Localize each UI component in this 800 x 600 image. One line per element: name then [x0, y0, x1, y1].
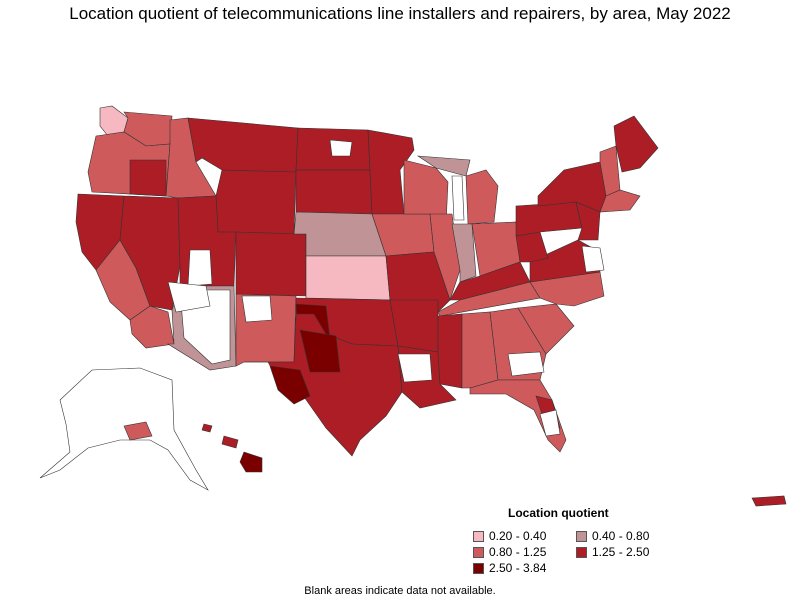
region-texas-central[interactable] [269, 365, 311, 405]
region-south-carolina[interactable] [517, 303, 575, 355]
region-kansas[interactable] [305, 255, 391, 301]
legend-title: Location quotient [508, 506, 609, 520]
region-washington-west[interactable] [99, 105, 129, 137]
legend-item-3: 1.25 - 2.50 [576, 545, 649, 559]
legend-label: 0.80 - 1.25 [489, 545, 547, 559]
region-south-dakota[interactable] [295, 169, 373, 215]
region-blank-fl-keys [539, 409, 561, 437]
legend-item-1: 0.40 - 0.80 [576, 529, 649, 543]
region-blank-az-north [167, 281, 211, 313]
region-mid-atlantic[interactable] [575, 201, 601, 241]
region-colorado[interactable] [235, 231, 307, 297]
region-west-virginia[interactable] [515, 231, 549, 263]
region-alaska-anchorage[interactable] [123, 421, 153, 441]
legend-swatch [473, 530, 484, 542]
region-puerto-rico[interactable] [751, 495, 787, 507]
region-wyoming[interactable] [215, 169, 297, 235]
region-oregon-east[interactable] [129, 159, 167, 197]
legend-swatch [576, 530, 587, 542]
region-hawaii-maui[interactable] [221, 435, 239, 449]
region-blank-va-coast [581, 245, 605, 273]
region-missouri[interactable] [385, 251, 451, 313]
region-illinois[interactable] [429, 213, 461, 301]
region-blank-utah-east [187, 249, 213, 287]
region-minnesota[interactable] [367, 129, 415, 215]
legend-label: 0.40 - 0.80 [592, 529, 650, 543]
region-blank-mississippi-delta [397, 353, 433, 383]
legend-label: 0.20 - 0.40 [489, 529, 547, 543]
legend-item-4: 2.50 - 3.84 [473, 561, 546, 575]
region-indiana[interactable] [451, 223, 477, 283]
region-alaska [39, 367, 209, 491]
legend-swatch [473, 562, 484, 574]
region-michigan-up[interactable] [416, 155, 471, 177]
region-blank-nd [329, 139, 353, 157]
region-blank-wi-lake [451, 175, 465, 221]
region-hawaii-oahu[interactable] [201, 423, 213, 433]
region-massachusetts[interactable] [599, 189, 641, 213]
legend-swatch [576, 546, 587, 558]
region-texas-east[interactable] [299, 329, 341, 373]
legend-item-0: 0.20 - 0.40 [473, 529, 546, 543]
footnote: Blank areas indicate data not available. [304, 585, 496, 597]
region-hawaii-big-island[interactable] [239, 451, 263, 473]
legend-label: 2.50 - 3.84 [489, 561, 547, 575]
region-montana[interactable] [187, 117, 299, 173]
region-blank-nm-north [241, 295, 273, 323]
legend-swatch [473, 546, 484, 558]
region-mississippi[interactable] [437, 313, 463, 389]
region-nebraska[interactable] [293, 211, 387, 257]
legend-item-2: 0.80 - 1.25 [473, 545, 546, 559]
map-title: Location quotient of telecommunications … [69, 4, 731, 23]
region-pennsylvania[interactable] [515, 201, 583, 237]
region-michigan[interactable] [465, 169, 499, 225]
legend-label: 1.25 - 2.50 [592, 545, 650, 559]
region-blank-fl-panhandle [507, 351, 545, 377]
region-maine[interactable] [613, 115, 659, 173]
